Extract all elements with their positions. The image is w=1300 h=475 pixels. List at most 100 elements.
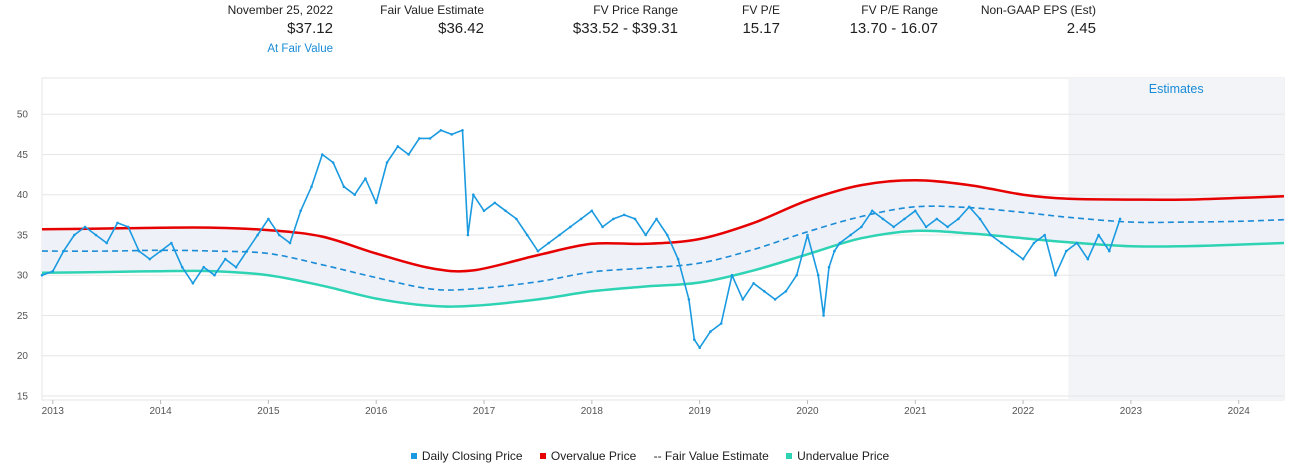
daily-price-point [1064, 249, 1068, 253]
fair-value-status: At Fair Value [267, 43, 333, 55]
daily-price-point [569, 225, 572, 229]
x-tick-label: 2024 [1228, 406, 1251, 417]
legend-item-fair-value[interactable]: -- Fair Value Estimate [654, 449, 769, 463]
y-tick-label: 15 [17, 391, 29, 402]
daily-price-point [601, 225, 604, 229]
x-tick-label: 2015 [257, 406, 280, 417]
daily-price-point [816, 273, 820, 277]
daily-price-point [450, 133, 454, 136]
y-tick-label: 50 [17, 110, 29, 121]
daily-price-point [903, 217, 906, 221]
y-tick-label: 20 [17, 351, 29, 362]
daily-price-point [396, 145, 400, 148]
legend-item-overvalue[interactable]: Overvalue Price [539, 449, 637, 463]
y-tick-label: 45 [17, 150, 29, 161]
daily-price-point [493, 201, 497, 205]
daily-price-point [83, 225, 87, 229]
daily-price-point [676, 257, 680, 261]
stat-fv-pe-value: 15.17 [742, 20, 780, 37]
stat-fv-pe-label: FV P/E [741, 3, 780, 17]
daily-price-point [213, 273, 216, 277]
daily-price-point [148, 257, 152, 261]
legend-item-undervalue[interactable]: Undervalue Price [786, 449, 889, 463]
daily-price-point [321, 153, 324, 156]
daily-price-point [833, 249, 836, 253]
x-tick-label: 2017 [473, 406, 496, 417]
daily-price-point [1118, 217, 1122, 221]
daily-price-point [967, 205, 971, 209]
daily-price-point [234, 265, 238, 269]
legend-label-overvalue: Overvalue Price [550, 449, 637, 463]
daily-price-point [385, 161, 389, 164]
legend-label-fair-value: -- Fair Value Estimate [653, 449, 769, 463]
daily-price-point [978, 217, 982, 221]
daily-price-point [504, 209, 507, 213]
stat-fv-price-range-value: $33.52 - $39.31 [572, 20, 678, 37]
daily-price-point [407, 153, 410, 156]
daily-price-point [256, 233, 259, 237]
legend-swatch-overvalue [539, 452, 546, 459]
x-tick-label: 2021 [904, 406, 927, 417]
legend-item-daily[interactable]: Daily Closing Price [410, 449, 523, 463]
daily-price-point [536, 249, 540, 253]
daily-price-point [482, 209, 486, 213]
undervalue-line [41, 229, 1285, 308]
stat-fair-value: Fair Value Estimate $36.42 [354, 3, 484, 38]
daily-price-point [277, 233, 281, 237]
x-tick-label: 2018 [581, 406, 604, 417]
overvalue-line [41, 178, 1285, 273]
daily-price-point [687, 298, 691, 301]
daily-price-point [924, 225, 928, 229]
daily-price-point [957, 217, 960, 221]
daily-price-point [644, 233, 647, 237]
stat-fv-pe-range-value: 13.70 - 16.07 [849, 20, 938, 37]
daily-price-point [622, 213, 626, 217]
daily-price-point [698, 346, 701, 350]
stat-eps-value: 2.45 [1066, 20, 1096, 37]
x-tick-label: 2019 [689, 406, 712, 417]
daily-price-point [342, 185, 346, 188]
daily-price-point [547, 241, 550, 245]
daily-price-point [752, 282, 755, 285]
daily-price-point [353, 193, 357, 196]
daily-price-point [822, 314, 825, 317]
y-tick-label: 40 [17, 190, 29, 201]
stat-price-value: $37.12 [287, 20, 333, 37]
legend-label-undervalue: Undervalue Price [797, 449, 890, 463]
stat-fv-price-range-label: FV Price Range [593, 3, 678, 17]
stat-price-label: November 25, 2022 [227, 3, 333, 17]
daily-price-point [40, 273, 44, 277]
y-tick-label: 25 [17, 311, 29, 322]
stat-fair-value-value: $36.42 [438, 20, 484, 37]
price-fair-value-chart: Estimates 15 20 25 30 35 40 45 50 2013 2014 2015 201… [17, 77, 1285, 417]
daily-price-point [461, 129, 464, 132]
daily-price-point [1097, 233, 1100, 237]
daily-price-point [935, 217, 939, 221]
daily-price-point [1054, 273, 1057, 277]
daily-price-point [795, 273, 798, 277]
daily-price-point [180, 265, 184, 269]
daily-price-point [558, 233, 561, 237]
daily-price-point [579, 217, 583, 221]
daily-price-point [310, 185, 313, 188]
daily-price-point [299, 209, 303, 213]
daily-price-point [525, 233, 529, 237]
daily-price-point [849, 233, 852, 237]
legend-swatch-undervalue [786, 452, 793, 459]
daily-price-point [515, 217, 518, 221]
daily-price-point [105, 241, 108, 245]
x-tick-label: 2020 [796, 406, 819, 417]
daily-price-point [693, 338, 696, 341]
x-tick-label: 2013 [42, 406, 65, 417]
daily-price-point [364, 177, 367, 180]
daily-price-point [331, 161, 335, 164]
daily-price-point [806, 233, 809, 237]
daily-price-point [191, 282, 195, 285]
daily-price-point [126, 225, 130, 229]
daily-price-point [1075, 241, 1079, 245]
stat-fair-value-label: Fair Value Estimate [380, 3, 484, 17]
stat-fv-pe: FV P/E 15.17 [700, 3, 780, 38]
daily-price-point [827, 265, 831, 269]
daily-price-point [1032, 241, 1036, 245]
daily-price-point [374, 201, 378, 205]
